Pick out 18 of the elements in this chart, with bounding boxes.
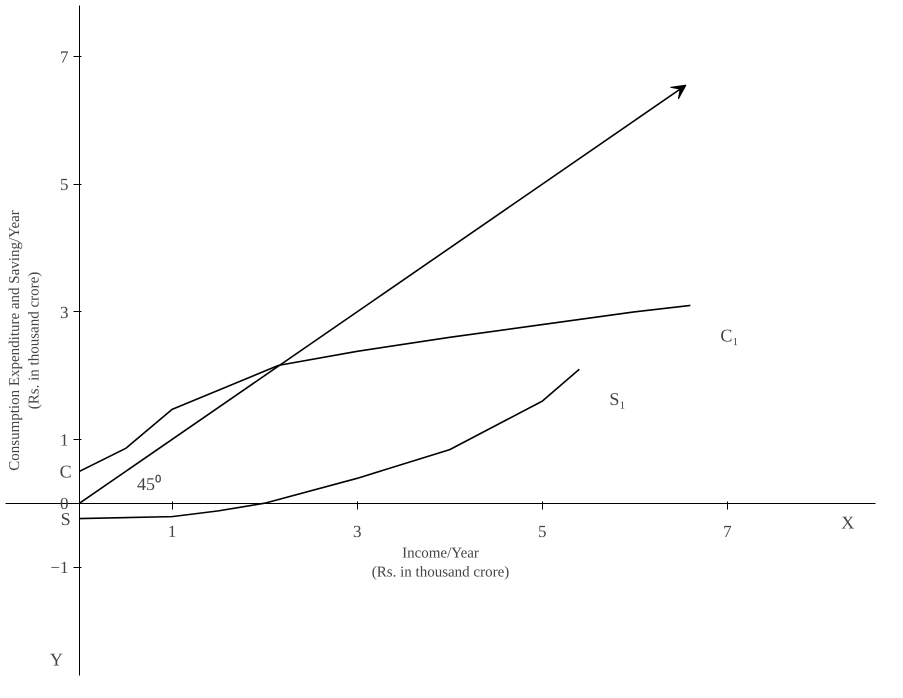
annotation: X: [841, 512, 854, 532]
annotation: 45⁰: [136, 474, 161, 494]
y-tick-label: 5: [60, 175, 69, 194]
x-tick-label: 7: [723, 522, 732, 542]
y-tick-label: 1: [60, 430, 69, 450]
x-tick-label: 1: [168, 522, 176, 542]
x-tick-label: 3: [352, 522, 362, 542]
annotation: C: [60, 461, 72, 482]
y-axis-title: Consumption Expenditure and Saving/Year (Rs. in thousand crore): [7, 210, 42, 471]
y-tick-label: 7: [60, 48, 70, 67]
annotation: Y: [50, 650, 63, 670]
text: S₁: [609, 389, 626, 410]
y-tick-label: 3: [60, 302, 69, 322]
x-tick-label: 5: [538, 522, 547, 542]
y-tick-label: −1: [50, 558, 69, 578]
text: C₁: [720, 325, 739, 346]
x-axis-title: Income/Year (Rs. in thousand crore): [372, 546, 510, 581]
annotation: S: [60, 509, 71, 530]
